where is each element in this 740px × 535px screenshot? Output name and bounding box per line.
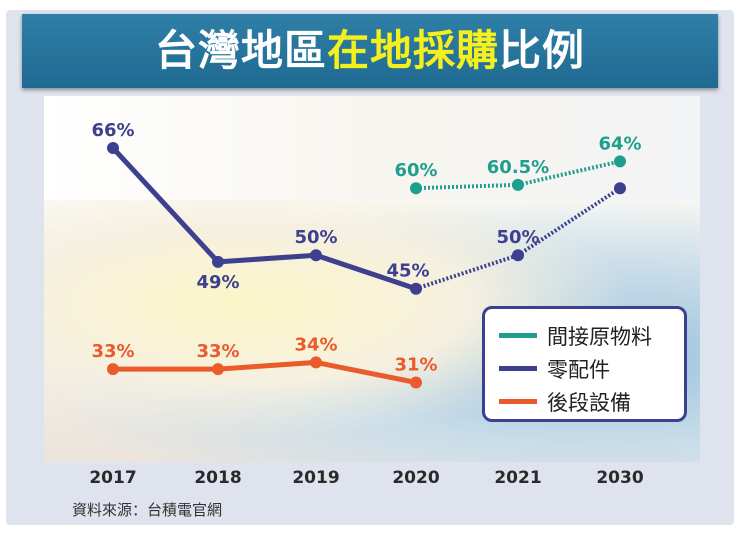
- data-point: [410, 376, 422, 389]
- legend-swatch: [499, 333, 537, 338]
- x-tick-label: 2018: [194, 468, 242, 488]
- series-segment: [415, 253, 519, 291]
- data-label: 66%: [91, 120, 134, 141]
- data-label: 50%: [496, 227, 539, 248]
- legend-item: 後段設備: [499, 385, 684, 418]
- legend-swatch: [499, 366, 537, 371]
- series-1: 66% 49% 50% 45% 50%: [91, 120, 626, 295]
- data-label: 45%: [386, 261, 429, 282]
- series-0: 60% 60.5% 64%: [394, 133, 642, 195]
- data-label: 60%: [394, 160, 437, 181]
- series-segment: [217, 359, 317, 372]
- legend-label: 後段設備: [547, 390, 631, 415]
- x-tick-label: 2021: [494, 468, 542, 488]
- plot-area: 60% 60.5% 64% 66% 49% 50% 45% 50% 33% 33% 34% 31%: [44, 96, 700, 462]
- x-tick-label: 2019: [292, 468, 340, 488]
- series-segment: [217, 252, 317, 265]
- x-tick-label: 2017: [89, 468, 137, 488]
- legend-item: 零配件: [499, 352, 684, 385]
- legend-label: 間接原物料: [547, 324, 652, 349]
- title-part2: 比例: [499, 26, 586, 75]
- series-segment: [111, 146, 220, 264]
- data-point: [212, 255, 224, 268]
- data-point: [107, 142, 119, 154]
- title-highlight: 在地採購: [326, 26, 499, 75]
- title-part1: 台灣地區: [154, 26, 327, 75]
- data-label: 50%: [294, 227, 337, 248]
- data-label: 34%: [294, 334, 337, 355]
- legend: 間接原物料零配件後段設備: [482, 306, 687, 422]
- data-label: 60.5%: [487, 157, 549, 178]
- data-point: [310, 249, 322, 262]
- series-segment: [517, 159, 621, 187]
- data-label: 33%: [91, 341, 134, 362]
- chart-svg: 60% 60.5% 64% 66% 49% 50% 45% 50% 33% 33% 34% 31%: [91, 120, 642, 389]
- data-point: [410, 182, 422, 195]
- series-segment: [415, 182, 519, 191]
- x-tick-label: 2020: [392, 468, 440, 488]
- data-point: [212, 363, 224, 376]
- data-label: 31%: [394, 355, 437, 376]
- data-point: [614, 155, 626, 168]
- series-2: 33% 33% 34% 31%: [91, 334, 438, 389]
- data-point: [410, 282, 422, 295]
- legend-item: 間接原物料: [499, 319, 684, 352]
- data-point: [107, 363, 119, 376]
- series-segment: [516, 186, 622, 257]
- data-label: 33%: [196, 341, 239, 362]
- data-point: [512, 178, 524, 191]
- legend-swatch: [499, 399, 537, 404]
- x-tick-label: 2030: [596, 468, 644, 488]
- data-label: 64%: [598, 133, 641, 154]
- data-label: 49%: [196, 272, 239, 293]
- data-point: [310, 356, 322, 369]
- series-segment: [315, 359, 417, 385]
- data-point: [512, 249, 524, 262]
- series-segment: [315, 252, 417, 292]
- data-point: [614, 182, 626, 195]
- source-note: 資料來源：台積電官網: [72, 501, 223, 519]
- legend-label: 零配件: [547, 357, 610, 382]
- chart-title: 台灣地區在地採購比例: [22, 14, 718, 88]
